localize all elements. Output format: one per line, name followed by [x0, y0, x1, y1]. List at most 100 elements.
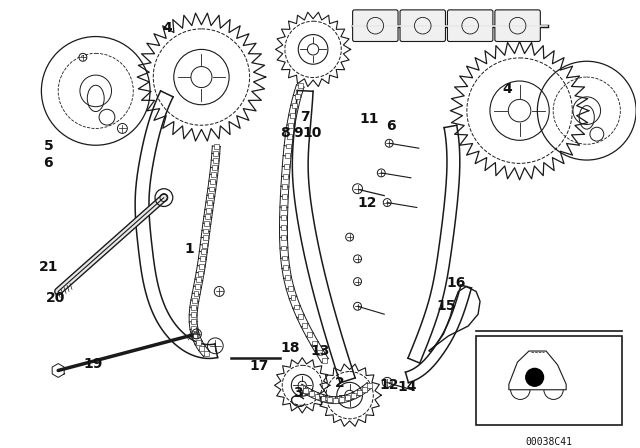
- Bar: [323, 358, 328, 363]
- Text: 10: 10: [303, 126, 322, 140]
- Bar: [317, 350, 323, 355]
- Bar: [204, 351, 209, 356]
- Text: 16: 16: [447, 276, 466, 289]
- Text: 21: 21: [38, 260, 58, 274]
- Bar: [200, 346, 204, 351]
- FancyBboxPatch shape: [495, 10, 540, 42]
- Bar: [346, 396, 350, 401]
- Bar: [193, 333, 198, 338]
- Text: 12: 12: [358, 195, 377, 210]
- Bar: [287, 286, 292, 291]
- Bar: [205, 215, 211, 220]
- Bar: [212, 165, 217, 170]
- Bar: [209, 194, 213, 198]
- Bar: [196, 277, 202, 282]
- Bar: [476, 336, 622, 425]
- Bar: [290, 113, 295, 118]
- Bar: [282, 184, 287, 189]
- Bar: [204, 221, 209, 226]
- FancyBboxPatch shape: [353, 10, 398, 42]
- Bar: [351, 393, 356, 398]
- Bar: [211, 172, 216, 177]
- Bar: [207, 200, 212, 205]
- Bar: [285, 143, 291, 148]
- Text: 14: 14: [397, 380, 417, 394]
- Bar: [307, 332, 312, 337]
- Text: 00038C41: 00038C41: [525, 437, 573, 447]
- Bar: [281, 225, 286, 230]
- Bar: [298, 385, 303, 390]
- Bar: [191, 319, 196, 324]
- Text: 15: 15: [436, 299, 456, 313]
- Bar: [192, 298, 197, 303]
- Bar: [327, 397, 332, 402]
- Bar: [284, 265, 288, 271]
- Circle shape: [525, 368, 543, 386]
- Text: 5: 5: [44, 139, 53, 153]
- Bar: [287, 134, 292, 138]
- Bar: [312, 341, 317, 346]
- Bar: [213, 151, 218, 156]
- Text: 6: 6: [44, 156, 53, 170]
- Text: 18: 18: [280, 341, 300, 355]
- FancyBboxPatch shape: [400, 10, 445, 42]
- Bar: [294, 305, 299, 310]
- Bar: [283, 174, 288, 179]
- Text: 12: 12: [380, 378, 399, 392]
- Bar: [282, 246, 286, 250]
- Bar: [356, 390, 362, 395]
- Bar: [196, 340, 201, 345]
- Text: 4: 4: [162, 21, 172, 34]
- Bar: [203, 235, 207, 240]
- Bar: [339, 397, 344, 402]
- Bar: [285, 154, 289, 159]
- Bar: [298, 314, 303, 319]
- Bar: [285, 275, 290, 280]
- Bar: [191, 313, 196, 318]
- Bar: [191, 305, 196, 310]
- Bar: [212, 158, 218, 163]
- Bar: [206, 207, 211, 212]
- Bar: [204, 228, 209, 233]
- Text: 9: 9: [294, 126, 303, 140]
- Bar: [209, 186, 214, 191]
- Bar: [281, 235, 286, 240]
- Bar: [298, 83, 303, 88]
- Bar: [282, 255, 287, 260]
- Bar: [292, 103, 297, 108]
- Bar: [362, 387, 367, 392]
- Text: 6: 6: [387, 120, 396, 134]
- Bar: [291, 295, 296, 300]
- Bar: [195, 284, 200, 289]
- Bar: [214, 144, 219, 149]
- Text: 17: 17: [249, 358, 268, 373]
- Text: 8: 8: [280, 126, 291, 140]
- FancyBboxPatch shape: [447, 10, 493, 42]
- Bar: [282, 194, 287, 199]
- Text: 3: 3: [294, 386, 303, 400]
- Text: 13: 13: [310, 344, 330, 358]
- Text: 11: 11: [360, 112, 379, 125]
- Bar: [199, 264, 204, 269]
- Bar: [282, 205, 286, 210]
- Text: 20: 20: [45, 291, 65, 306]
- Text: 1: 1: [185, 242, 195, 256]
- Text: 7: 7: [300, 110, 310, 124]
- Bar: [211, 179, 215, 184]
- Bar: [303, 388, 308, 393]
- Bar: [302, 323, 307, 328]
- Bar: [314, 394, 319, 399]
- Text: 2: 2: [335, 376, 344, 390]
- Bar: [333, 398, 338, 403]
- Bar: [201, 250, 205, 254]
- Bar: [294, 94, 300, 99]
- Bar: [367, 383, 372, 388]
- Bar: [281, 215, 286, 220]
- Text: 19: 19: [83, 357, 102, 370]
- Bar: [198, 271, 203, 276]
- Bar: [309, 391, 314, 396]
- Bar: [321, 396, 326, 401]
- Bar: [200, 256, 205, 261]
- Bar: [284, 164, 289, 169]
- Bar: [202, 243, 207, 248]
